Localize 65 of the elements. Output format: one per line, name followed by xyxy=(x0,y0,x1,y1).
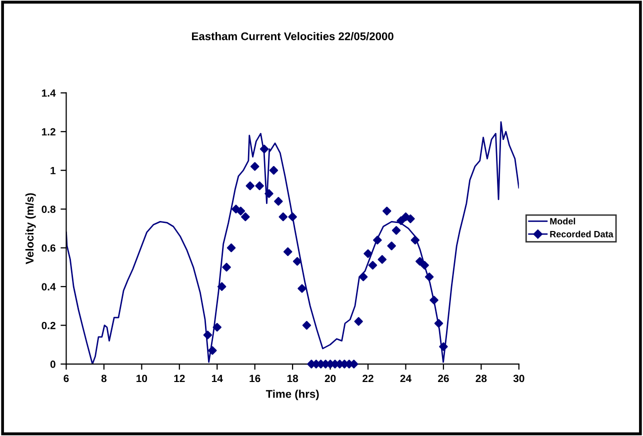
point xyxy=(439,342,448,351)
x-tick-label: 10 xyxy=(136,374,148,382)
y-tick-label: 0.4 xyxy=(42,283,56,290)
x-tick-label: 8 xyxy=(101,374,107,382)
point xyxy=(378,255,387,264)
point xyxy=(212,322,222,332)
y-tick-label: 1.4 xyxy=(42,89,56,97)
x-tick-label: 22 xyxy=(362,374,374,382)
y-tick-label: 0.6 xyxy=(42,244,56,252)
point xyxy=(387,242,396,250)
point xyxy=(392,226,401,235)
x-tick-label: 26 xyxy=(438,374,449,382)
point xyxy=(298,284,306,293)
point xyxy=(269,166,278,175)
x-tick-label: 14 xyxy=(212,374,223,382)
x-tick-label: 12 xyxy=(174,374,185,382)
point xyxy=(382,206,392,216)
point xyxy=(364,249,372,258)
point xyxy=(434,319,444,328)
point xyxy=(236,206,246,216)
point xyxy=(373,236,382,244)
point xyxy=(278,212,288,222)
y-tick-label: 1 xyxy=(50,166,56,174)
point xyxy=(368,260,378,270)
point xyxy=(302,320,312,330)
point xyxy=(241,212,250,222)
point xyxy=(203,330,212,340)
point xyxy=(222,262,231,272)
point xyxy=(430,296,438,305)
point xyxy=(406,214,415,224)
point xyxy=(260,144,269,154)
x-tick-label: 6 xyxy=(64,374,69,382)
legend-label: Recorded Data xyxy=(550,230,614,238)
point xyxy=(424,272,434,282)
y-tick-label: 0 xyxy=(50,360,56,368)
point xyxy=(358,272,368,282)
y-axis-title: Velocity (m/s) xyxy=(25,193,36,264)
point xyxy=(208,346,217,355)
point xyxy=(396,216,406,226)
point xyxy=(354,317,363,326)
chart-title: Eastham Current Velocities 22/05/2000 xyxy=(192,32,394,40)
point xyxy=(420,260,429,270)
point xyxy=(274,196,283,206)
point xyxy=(255,181,264,190)
x-tick-label: 20 xyxy=(324,374,336,382)
x-axis-title: Time (hrs) xyxy=(266,390,319,400)
point xyxy=(264,189,274,198)
point xyxy=(250,162,260,171)
point xyxy=(410,236,420,244)
point xyxy=(288,212,297,222)
x-tick-label: 18 xyxy=(287,374,298,382)
point xyxy=(283,247,292,256)
y-tick-label: 0.8 xyxy=(42,206,56,213)
y-tick-label: 1.2 xyxy=(42,128,56,136)
point xyxy=(217,282,226,291)
x-tick-label: 16 xyxy=(250,374,260,382)
x-tick-label: 30 xyxy=(513,374,524,382)
x-tick-label: 28 xyxy=(476,374,487,382)
point xyxy=(416,257,424,266)
point xyxy=(246,181,254,190)
point xyxy=(226,243,236,252)
y-tick-label: 0.2 xyxy=(42,322,56,330)
point xyxy=(292,257,302,266)
legend-label: Model xyxy=(550,218,576,224)
x-tick-label: 24 xyxy=(400,374,412,382)
